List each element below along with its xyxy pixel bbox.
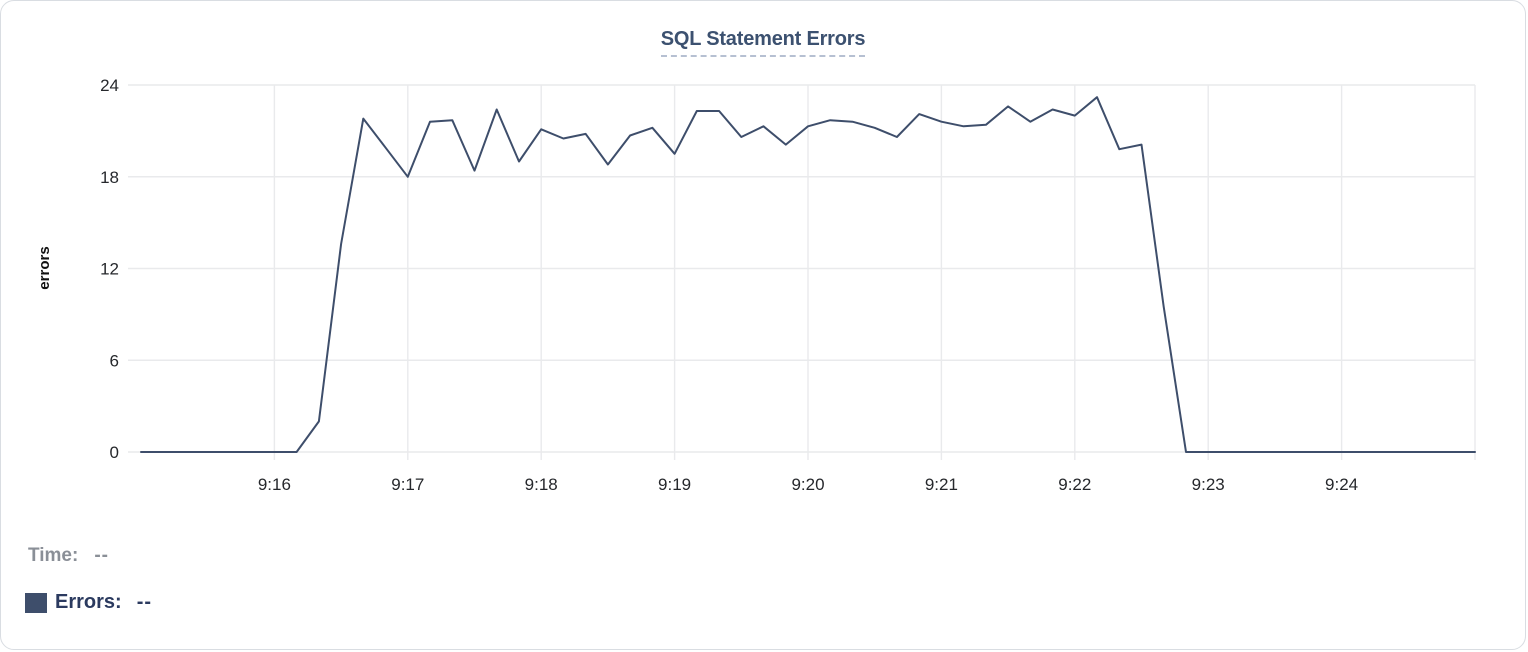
x-tick-label: 9:20 bbox=[791, 475, 824, 494]
errors-series-marker bbox=[25, 592, 47, 613]
x-tick-label: 9:19 bbox=[658, 475, 691, 494]
y-tick-labels: 0 6 12 18 24 bbox=[100, 76, 119, 462]
x-tick-label: 9:23 bbox=[1192, 475, 1225, 494]
errors-series-line bbox=[140, 96, 1476, 453]
time-value: -- bbox=[94, 545, 109, 566]
y-axis-title: errors bbox=[36, 246, 53, 289]
chart-title[interactable]: SQL Statement Errors bbox=[660, 28, 865, 57]
x-tick-label: 9:24 bbox=[1325, 475, 1358, 494]
chart-title-wrap: SQL Statement Errors bbox=[1, 28, 1525, 57]
y-tick-label: 0 bbox=[110, 443, 119, 462]
errors-value: -- bbox=[136, 591, 153, 613]
x-tick-labels: 9:16 9:17 9:18 9:19 9:20 9:21 9:22 9:23 9:24 bbox=[258, 475, 1358, 494]
y-tick-label: 24 bbox=[100, 76, 119, 95]
errors-label: Errors: bbox=[55, 591, 122, 613]
x-tick-label: 9:21 bbox=[925, 475, 958, 494]
h-gridlines bbox=[128, 84, 1475, 453]
x-tick-label: 9:18 bbox=[525, 475, 558, 494]
time-label: Time: bbox=[28, 545, 79, 566]
y-tick-label: 18 bbox=[100, 168, 119, 187]
x-tick-label: 9:16 bbox=[258, 475, 291, 494]
x-tick-label: 9:17 bbox=[391, 475, 424, 494]
y-tick-label: 12 bbox=[100, 260, 119, 279]
y-tick-label: 6 bbox=[110, 351, 119, 370]
tooltip-errors-row[interactable]: Errors: -- bbox=[25, 591, 152, 614]
errors-line-chart[interactable]: 0 6 12 18 24 9:16 9:17 9:18 9:19 9:20 9:21 9:22 9:2… bbox=[1, 1, 1526, 513]
v-gridlines bbox=[273, 85, 1476, 460]
tooltip-time-row: Time: -- bbox=[28, 545, 109, 567]
x-tick-label: 9:22 bbox=[1058, 475, 1091, 494]
